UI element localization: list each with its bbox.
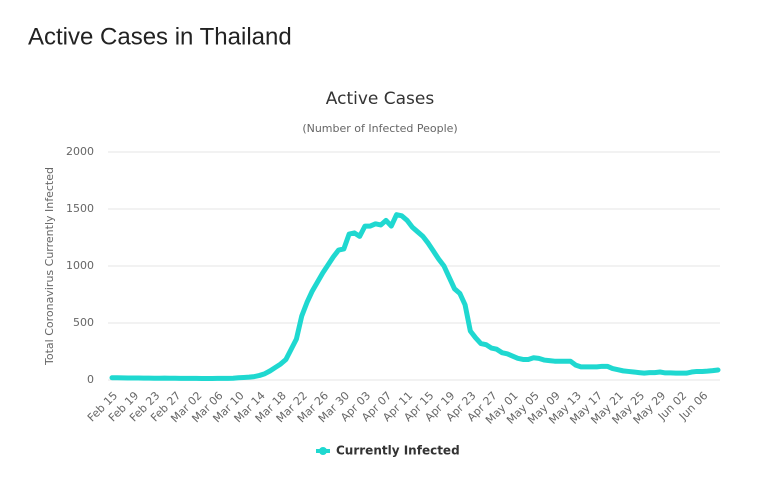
y-tick-label: 2000 (66, 145, 94, 158)
legend-label: Currently Infected (336, 444, 460, 458)
y-tick-label: 0 (87, 373, 94, 386)
y-tick-label: 1500 (66, 202, 94, 215)
chart-title: Active Cases (326, 89, 435, 109)
y-tick-label: 500 (73, 316, 94, 329)
data-line (109, 212, 721, 382)
chart-subtitle: (Number of Infected People) (302, 122, 457, 135)
legend-marker (319, 447, 327, 455)
y-axis-label: Total Coronavirus Currently Infected (43, 167, 56, 366)
y-tick-label: 1000 (66, 259, 94, 272)
page-title: Active Cases in Thailand (28, 23, 292, 50)
